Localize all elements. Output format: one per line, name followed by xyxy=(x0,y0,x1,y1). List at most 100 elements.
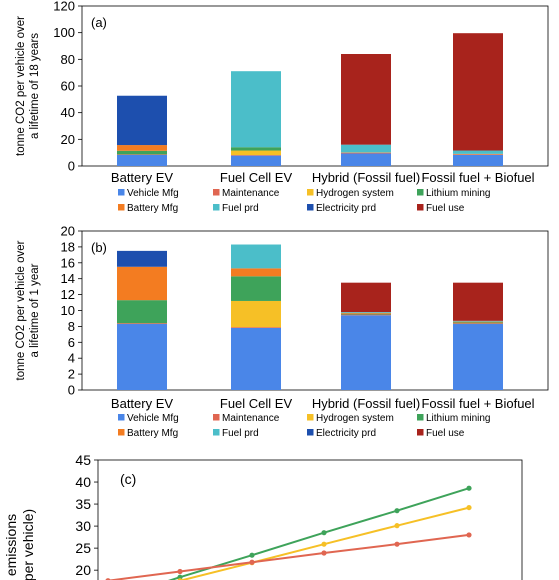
y-axis-label-line: a lifetime of 18 years xyxy=(29,33,41,139)
y-tick-label-b-0: 0 xyxy=(68,383,75,398)
y-axis-label-a: tonne CO2 per vehicle over a lifetime of … xyxy=(15,16,41,156)
legend-swatch xyxy=(118,429,125,436)
y-tick-label-c-2: 30 xyxy=(75,518,91,534)
legend-swatch xyxy=(213,414,220,421)
legend-label: Fuel prd xyxy=(222,203,259,214)
bar-segment xyxy=(453,320,503,322)
y-tick-label-a-2: 40 xyxy=(61,105,75,120)
y-tick-label-b-8: 16 xyxy=(61,255,75,270)
legend-swatch xyxy=(417,204,424,211)
bar-segment xyxy=(231,244,281,269)
plot-frame-c xyxy=(97,459,523,580)
bar-segment xyxy=(231,147,281,151)
legend-swatch xyxy=(417,189,424,196)
y-tick-label-a-1: 20 xyxy=(61,132,75,147)
series-line-2 xyxy=(107,533,470,580)
bar-segment xyxy=(117,154,167,166)
bar-segment xyxy=(231,300,281,328)
category-label-a-2: Hybrid (Fossil fuel) xyxy=(312,170,420,185)
y-tick-label-c-3: 35 xyxy=(75,496,91,512)
y-tick-label-b-4: 8 xyxy=(68,319,75,334)
legend-label: Battery Mfg xyxy=(127,203,178,214)
bar-segment xyxy=(117,154,167,155)
category-label-b-3: Fossil fuel + Biofuel xyxy=(421,396,534,411)
series-point xyxy=(394,508,400,514)
y-axis-label-b: tonne CO2 per vehicle over a lifetime of … xyxy=(15,240,41,380)
series-line-1 xyxy=(178,506,470,580)
legend-swatch xyxy=(213,204,220,211)
bar-segment xyxy=(453,33,503,151)
panel-label-b: (b) xyxy=(91,240,107,255)
legend-label: Lithium mining xyxy=(426,188,490,199)
bar-segment xyxy=(453,154,503,166)
bar-segment xyxy=(341,153,391,166)
y-tick-label-a-3: 60 xyxy=(61,79,75,94)
bar-segment xyxy=(453,282,503,321)
bar-segment xyxy=(341,312,391,313)
legend-label: Fuel prd xyxy=(222,428,259,439)
series-point xyxy=(321,550,327,556)
legend-swatch xyxy=(307,414,314,421)
y-tick-label-a-4: 80 xyxy=(61,52,75,67)
legend-swatch xyxy=(307,189,314,196)
y-tick-label-b-6: 12 xyxy=(61,287,75,302)
y-tick-label-b-3: 6 xyxy=(68,335,75,350)
series-point xyxy=(249,552,255,558)
y-axis-label-line: a lifetime of 1 year xyxy=(29,263,41,357)
y-tick-label-c-0: 20 xyxy=(75,562,91,578)
bar-segment xyxy=(117,95,167,146)
legend-label: Hydrogen system xyxy=(316,188,394,199)
series-point xyxy=(466,485,472,491)
bar-segment xyxy=(341,313,391,315)
series-point xyxy=(394,541,400,547)
bar-segment xyxy=(231,327,281,328)
bar-segment xyxy=(231,155,281,156)
series-point xyxy=(466,532,472,538)
legend-swatch xyxy=(118,204,125,211)
y-axis-label-line: tonne CO2 per vehicle over xyxy=(15,16,27,156)
legend-label: Lithium mining xyxy=(426,413,490,424)
bar-segment xyxy=(117,145,167,151)
category-label-b-1: Fuel Cell EV xyxy=(220,396,293,411)
category-label-a-3: Fossil fuel + Biofuel xyxy=(421,170,534,185)
series-point xyxy=(321,541,327,547)
y-tick-label-a-6: 120 xyxy=(53,0,75,14)
bar-segment xyxy=(231,155,281,166)
y-tick-label-b-1: 2 xyxy=(68,367,75,382)
bar-segment xyxy=(231,327,281,390)
y-tick-label-b-5: 10 xyxy=(61,303,75,318)
y-tick-label-c-1: 25 xyxy=(75,540,91,556)
bar-segment xyxy=(231,276,281,301)
y-axis-label-line: tonne CO2 per vehicle over xyxy=(15,240,27,380)
legend-label: Fuel use xyxy=(426,428,465,439)
category-label-a-1: Fuel Cell EV xyxy=(220,170,293,185)
y-tick-label-c-4: 40 xyxy=(75,474,91,490)
category-label-a-0: Battery EV xyxy=(111,170,173,185)
bar-segment xyxy=(117,250,167,267)
bar-segment xyxy=(117,324,167,390)
bar-segment xyxy=(453,154,503,155)
y-tick-label-a-0: 0 xyxy=(68,159,75,174)
bar-segment xyxy=(341,54,391,145)
bar-segment xyxy=(453,321,503,323)
series-point xyxy=(177,568,183,575)
bar-segment xyxy=(453,323,503,325)
bar-segment xyxy=(341,282,391,313)
legend-label: Battery Mfg xyxy=(127,428,178,439)
legend-swatch xyxy=(307,429,314,436)
bar-segment xyxy=(231,71,281,148)
legend-label: Vehicle Mfg xyxy=(127,413,179,424)
series-point xyxy=(321,530,327,536)
bar-segment xyxy=(341,315,391,390)
category-label-b-2: Hybrid (Fossil fuel) xyxy=(312,396,420,411)
y-tick-label-b-2: 4 xyxy=(68,351,75,366)
y-axis-label-c-line2: per vehicle) xyxy=(20,509,36,580)
bar-segment xyxy=(231,150,281,156)
legend-swatch xyxy=(118,189,125,196)
category-label-b-0: Battery EV xyxy=(111,396,173,411)
bar-segment xyxy=(117,323,167,325)
series-point xyxy=(394,523,400,529)
y-tick-label-b-10: 20 xyxy=(61,224,75,239)
bar-segment xyxy=(341,312,391,314)
